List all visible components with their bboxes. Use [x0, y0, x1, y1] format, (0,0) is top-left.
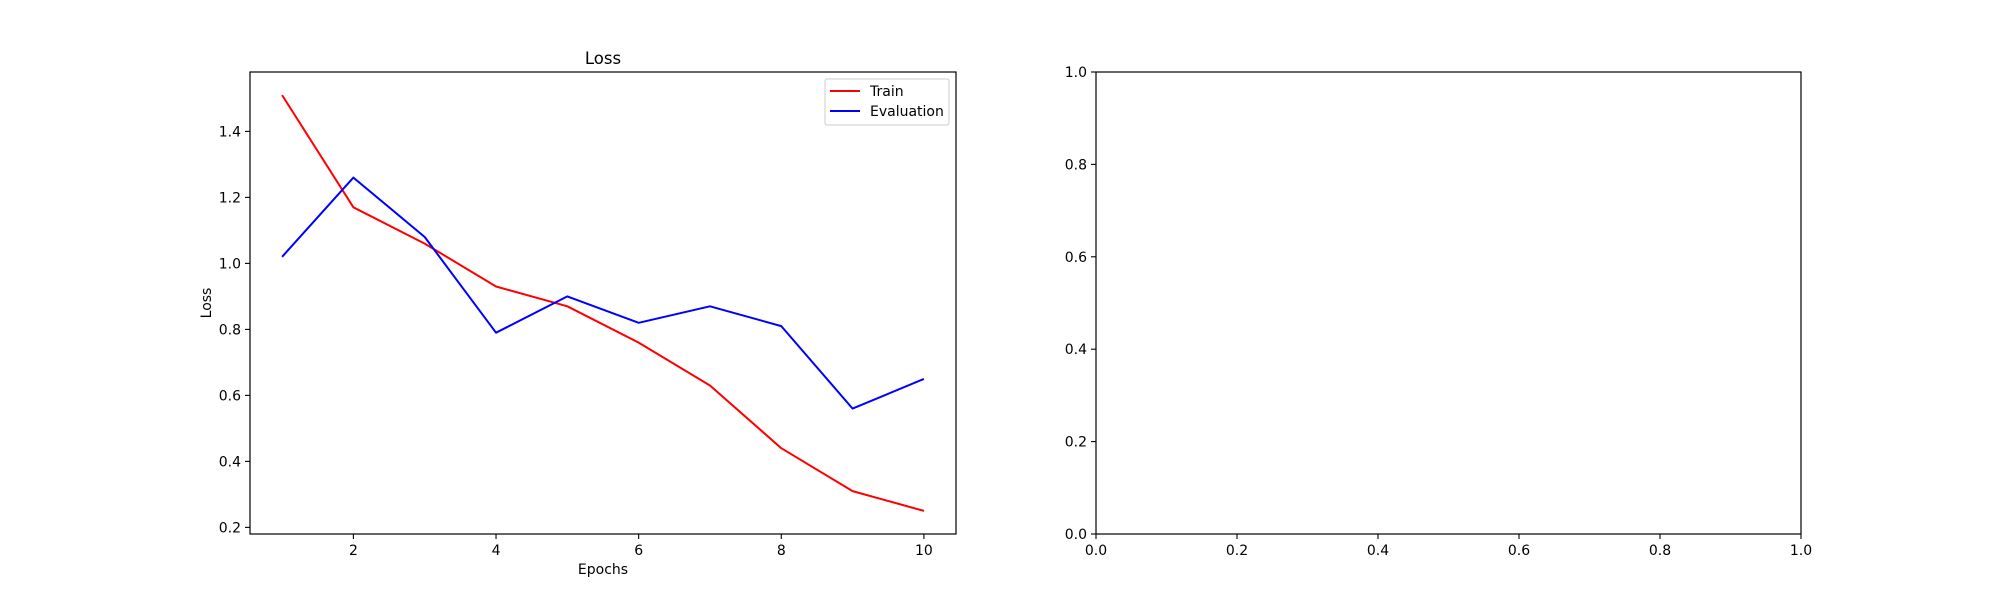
legend-label-evaluation: Evaluation: [870, 104, 944, 120]
y-tick-label: 0.2: [1065, 435, 1087, 451]
x-tick-label: 2: [349, 543, 358, 559]
y-tick-label: 0.0: [1065, 527, 1087, 543]
x-tick-label: 0.2: [1226, 543, 1248, 559]
plot-lines: [281, 94, 925, 512]
x-tick-label: 1.0: [1790, 543, 1812, 559]
y-tick-label: 0.6: [1065, 250, 1087, 266]
x-tick-label: 0.0: [1085, 543, 1107, 559]
x-tick-label: 0.4: [1367, 543, 1389, 559]
y-tick-label: 1.0: [219, 256, 241, 272]
y-tick-label: 1.2: [219, 190, 241, 206]
y-tick-label: 1.4: [219, 124, 241, 140]
x-tick-label: 10: [915, 543, 933, 559]
series-line-train: [281, 94, 925, 512]
x-axis: 2 4 6 8 10: [349, 534, 933, 559]
y-tick-label: 0.6: [219, 388, 241, 404]
legend: Train Evaluation: [824, 78, 950, 126]
x-axis: 0.0 0.2 0.4 0.6 0.8 1.0: [1085, 534, 1812, 559]
legend-label-train: Train: [869, 84, 904, 100]
y-tick-label: 0.4: [219, 454, 241, 470]
plot-frame: [249, 71, 957, 535]
loss-chart: Loss 2 4 6 8 10 0.2 0.4 0.6 0.8 1.0 1.2 1.4 Epochs…: [199, 49, 957, 578]
y-tick-label: 1.0: [1065, 65, 1087, 81]
empty-chart: 0.0 0.2 0.4 0.6 0.8 1.0 0.0 0.2 0.4 0.6 0.8 1.0: [1065, 65, 1812, 559]
x-tick-label: 6: [634, 543, 643, 559]
chart-title: Loss: [585, 49, 621, 68]
y-tick-label: 0.2: [219, 520, 241, 536]
series-line-evaluation: [281, 176, 925, 410]
y-axis: 0.2 0.4 0.6 0.8 1.0 1.2 1.4: [219, 124, 250, 536]
x-tick-label: 0.8: [1649, 543, 1671, 559]
x-tick-label: 8: [777, 543, 786, 559]
x-tick-label: 4: [492, 543, 501, 559]
y-axis-label: Loss: [199, 288, 215, 319]
x-tick-label: 0.6: [1508, 543, 1530, 559]
x-axis-label: Epochs: [578, 562, 628, 578]
y-axis: 0.0 0.2 0.4 0.6 0.8 1.0: [1065, 65, 1096, 543]
y-tick-label: 0.8: [1065, 157, 1087, 173]
plot-frame: [1095, 71, 1802, 535]
y-tick-label: 0.8: [219, 322, 241, 338]
y-tick-label: 0.4: [1065, 342, 1087, 358]
